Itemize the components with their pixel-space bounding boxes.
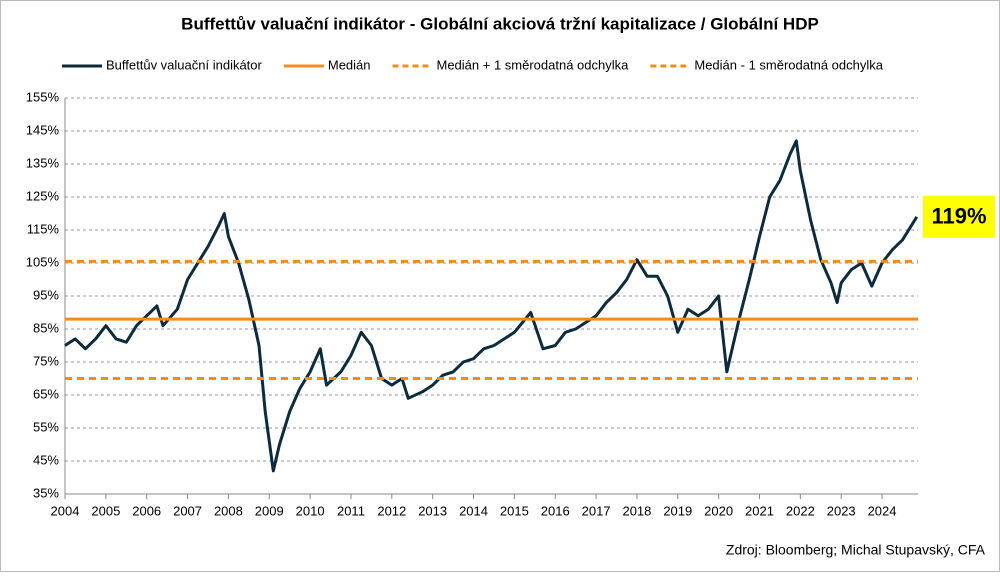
x-tick-label: 2015 (500, 503, 529, 518)
x-tick-label: 2005 (91, 503, 120, 518)
x-tick-label: 2012 (377, 503, 406, 518)
x-tick-label: 2019 (663, 503, 692, 518)
x-tick-label: 2008 (214, 503, 243, 518)
x-tick-label: 2020 (704, 503, 733, 518)
y-tick-label: 35% (33, 485, 59, 500)
y-tick-label: 65% (33, 386, 59, 401)
x-tick-label: 2007 (173, 503, 202, 518)
x-tick-label: 2018 (622, 503, 651, 518)
legend-label: Buffettův valuační indikátor (106, 57, 263, 72)
chart-title: Buffettův valuační indikátor - Globální … (181, 14, 819, 33)
x-tick-label: 2021 (745, 503, 774, 518)
x-tick-label: 2016 (541, 503, 570, 518)
x-tick-label: 2024 (868, 503, 897, 518)
x-tick-label: 2013 (418, 503, 447, 518)
annotation: 119% (931, 204, 986, 229)
legend-label: Medián (328, 57, 371, 72)
x-tick-label: 2006 (132, 503, 161, 518)
y-tick-label: 95% (33, 287, 59, 302)
y-tick-label: 105% (26, 254, 60, 269)
x-tick-label: 2004 (51, 503, 80, 518)
y-tick-label: 45% (33, 452, 59, 467)
x-tick-label: 2010 (296, 503, 325, 518)
y-tick-label: 85% (33, 320, 59, 335)
y-tick-label: 55% (33, 419, 59, 434)
legend-label: Medián + 1 směrodatná odchylka (437, 57, 630, 72)
y-tick-label: 135% (26, 155, 60, 170)
annotation-box (923, 195, 995, 238)
y-tick-label: 145% (26, 122, 60, 137)
data-line (64, 139, 919, 473)
x-tick-label: 2017 (582, 503, 611, 518)
legend-label: Medián - 1 směrodatná odchylka (694, 57, 883, 72)
y-tick-label: 115% (27, 221, 60, 236)
x-tick-label: 2011 (337, 503, 365, 518)
x-tick-label: 2023 (827, 503, 856, 518)
x-tick-label: 2014 (459, 503, 488, 518)
x-tick-label: 2009 (255, 503, 284, 518)
y-tick-label: 125% (26, 188, 60, 203)
y-tick-label: 75% (33, 353, 59, 368)
y-tick-label: 155% (26, 89, 60, 104)
x-tick-label: 2022 (786, 503, 815, 518)
source: Zdroj: Bloomberg; Michal Stupavský, CFA (726, 542, 986, 558)
